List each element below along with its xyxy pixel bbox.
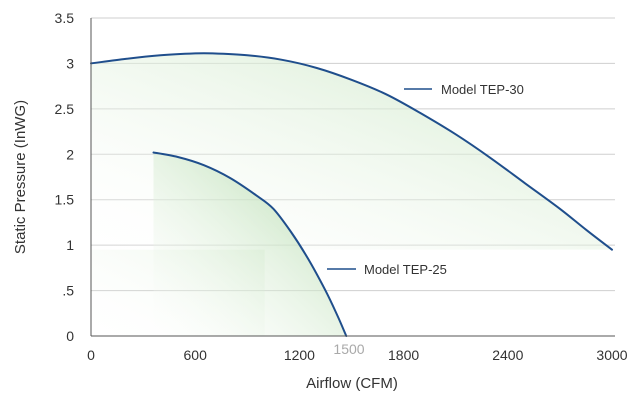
x-axis-title: Airflow (CFM)	[306, 375, 398, 392]
fill-tep25	[153, 152, 347, 336]
series-fills	[91, 53, 612, 336]
y-tick-label: 2.5	[55, 101, 75, 117]
y-tick-label: .5	[62, 283, 74, 299]
x-tick-label: 2400	[492, 347, 523, 363]
y-tick-labels: 0 .5 1 1.5 2 2.5 3 3.5	[55, 10, 75, 344]
y-tick-label: 3.5	[55, 10, 75, 26]
y-tick-label: 0	[66, 328, 74, 344]
y-tick-label: 3	[66, 55, 74, 71]
legend-label-tep25: Model TEP-25	[364, 262, 447, 277]
legend-label-tep30: Model TEP-30	[441, 82, 524, 97]
y-tick-label: 2	[66, 146, 74, 162]
annotation-1500: 1500	[333, 341, 364, 357]
x-tick-label: 3000	[596, 347, 627, 363]
series-line-tep25	[152, 151, 348, 337]
x-tick-label: 0	[87, 347, 95, 363]
x-tick-labels: 0 600 1200 1800 2400 3000	[87, 347, 628, 363]
x-tick-label: 600	[184, 347, 208, 363]
y-axis-title: Static Pressure (InWG)	[12, 100, 29, 254]
y-tick-label: 1	[66, 237, 74, 253]
x-tick-label: 1800	[388, 347, 419, 363]
series-lines	[90, 52, 613, 337]
y-tick-label: 1.5	[55, 192, 75, 208]
series-line-tep30	[90, 52, 613, 251]
x-tick-label: 1200	[284, 347, 315, 363]
